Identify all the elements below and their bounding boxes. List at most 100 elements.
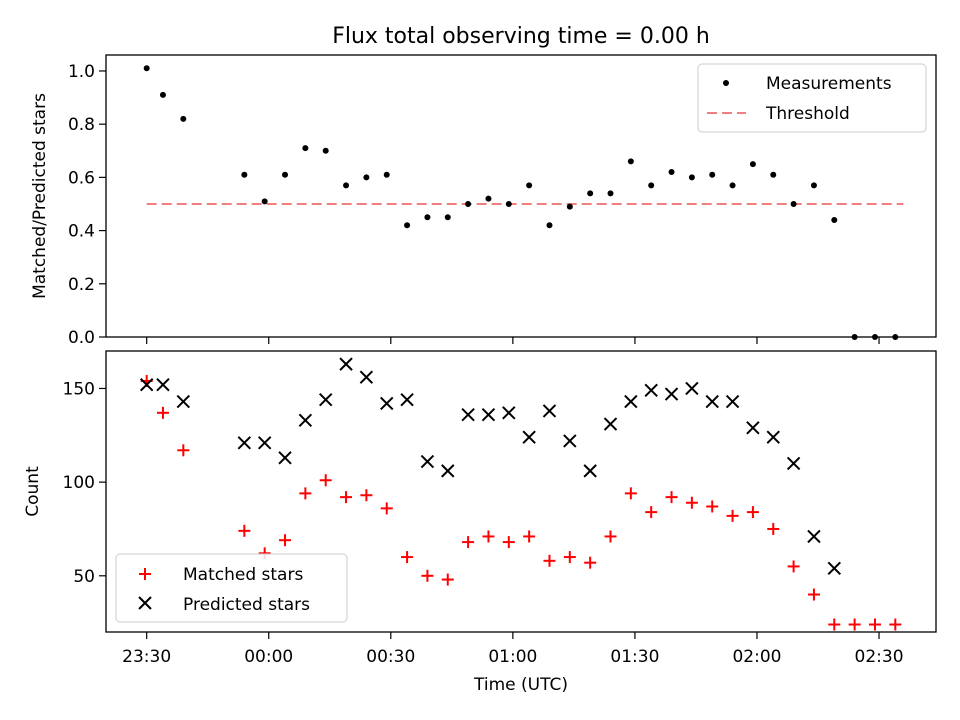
predicted-star-point: [257, 436, 272, 450]
x-tick-label: 02:00: [732, 647, 781, 667]
measurement-point: [709, 171, 716, 178]
x-tick-label: 23:30: [122, 647, 171, 667]
predicted-star-point: [603, 417, 618, 431]
predicted-star-point: [237, 436, 252, 450]
y-tick-label: 0.2: [68, 275, 95, 295]
y-tick-label: 100: [63, 473, 95, 493]
top-panel: 0.0 0.2 0.4 0.6 0.8 1.0 Matched/Predicted star…: [30, 54, 937, 348]
legend-marker-measurements: [723, 80, 729, 86]
matched-star-point: [360, 489, 373, 502]
predicted-star-point: [461, 407, 475, 422]
predicted-star-point: [359, 370, 374, 384]
matched-star-point: [624, 487, 637, 500]
measurement-point: [546, 222, 553, 229]
matched-star-point: [767, 522, 780, 535]
predicted-star-point: [400, 392, 414, 407]
measurement-point: [831, 216, 838, 223]
measurement-point: [648, 182, 655, 189]
matched-star-point: [523, 530, 536, 543]
predicted-star-point: [705, 394, 719, 409]
matched-star-point: [401, 551, 414, 564]
x-tick-label: 02:30: [855, 647, 904, 667]
legend-marker-matched: [139, 568, 151, 580]
measurement-point: [261, 198, 268, 205]
measurement-point: [566, 203, 573, 210]
predicted-star-point: [766, 430, 780, 444]
measurement-point: [404, 222, 411, 229]
legend-label-measurements: Measurements: [766, 74, 892, 94]
matched-star-point: [441, 573, 454, 586]
predicted-star-point: [156, 378, 170, 392]
legend-label-matched: Matched stars: [183, 565, 303, 585]
measurement-point: [465, 200, 472, 207]
matched-star-point: [421, 569, 434, 582]
measurement-point: [505, 200, 512, 207]
predicted-star-point: [502, 406, 516, 420]
legend-frame: [697, 63, 927, 133]
predicted-star-point: [786, 456, 801, 471]
predicted-star-point: [278, 451, 292, 465]
predicted-star-point: [746, 421, 760, 435]
matched-star-point: [889, 618, 902, 631]
legend: Matched stars Predicted stars: [115, 553, 348, 623]
measurement-point: [241, 171, 248, 178]
predicted-star-point: [298, 413, 313, 428]
measurement-point: [607, 190, 614, 197]
matched-star-point: [665, 491, 678, 504]
matched-star-point: [828, 618, 841, 631]
matched-star-point: [604, 530, 617, 543]
y-tick-label: 0.4: [68, 222, 95, 242]
y-tick-label: 0.6: [68, 168, 95, 188]
axes-frame: [105, 350, 937, 633]
measurement-point: [302, 145, 309, 152]
predicted-star-point: [664, 387, 679, 401]
measurement-point: [668, 169, 675, 176]
x-tick-label: 01:30: [610, 647, 659, 667]
matched-star-point: [726, 509, 739, 522]
legend-frame: [115, 553, 348, 623]
measurement-point: [444, 214, 451, 221]
measurement-point: [424, 214, 431, 221]
matched-star-point: [807, 588, 820, 601]
predicted-star-point: [583, 464, 597, 478]
legend-label-threshold: Threshold: [765, 104, 850, 124]
axes-frame: [105, 54, 937, 338]
predicted-star-point: [827, 561, 841, 576]
predicted-star-point: [139, 378, 154, 392]
legend-label-predicted: Predicted stars: [183, 595, 310, 615]
predicted-star-point: [380, 396, 394, 411]
y-axis-label: Count: [23, 466, 43, 517]
measurement-point: [143, 65, 150, 72]
predicted-star-point: [644, 383, 658, 398]
matched-star-point: [482, 530, 495, 543]
matched-star-point: [462, 536, 475, 549]
measurement-point: [627, 158, 634, 165]
legend-marker-predicted: [138, 596, 152, 610]
predicted-star-point: [624, 394, 638, 409]
matched-star-point: [584, 556, 597, 569]
matched-star-point: [868, 618, 881, 631]
matched-star-point: [645, 506, 658, 519]
matched-star-point: [238, 524, 251, 537]
measurement-point: [729, 182, 736, 189]
measurement-point: [587, 190, 594, 197]
matched-star-point: [319, 474, 332, 487]
matched-star-point: [563, 551, 576, 564]
predicted-star-point: [685, 381, 699, 396]
y-tick-label: 0.0: [68, 328, 95, 348]
matched-star-point: [787, 560, 800, 573]
y-tick-label: 0.8: [68, 115, 95, 135]
predicted-star-point: [522, 430, 536, 444]
x-axis-label: Time (UTC): [473, 675, 568, 695]
measurement-point: [749, 161, 756, 168]
measurement-point: [343, 182, 350, 189]
measurement-point: [159, 91, 166, 98]
x-tick-label: 01:00: [488, 647, 537, 667]
y-axis-label: Matched/Predicted stars: [30, 93, 50, 299]
matched-star-point: [502, 536, 515, 549]
matched-star-point: [543, 554, 556, 567]
y-tick-label: 1.0: [68, 62, 95, 82]
measurement-point: [770, 171, 777, 178]
predicted-star-point: [725, 394, 740, 409]
